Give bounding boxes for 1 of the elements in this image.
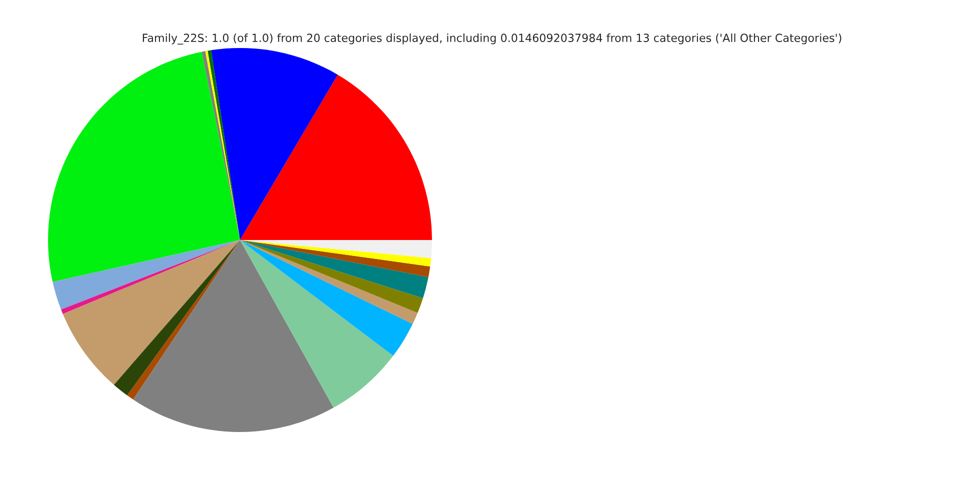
text: Family_22S: 1.0 (of 1.0) from 20 categories displayed, including 0.0146092037984 from 13 categories ('All Other Categories') [142,33,842,45]
